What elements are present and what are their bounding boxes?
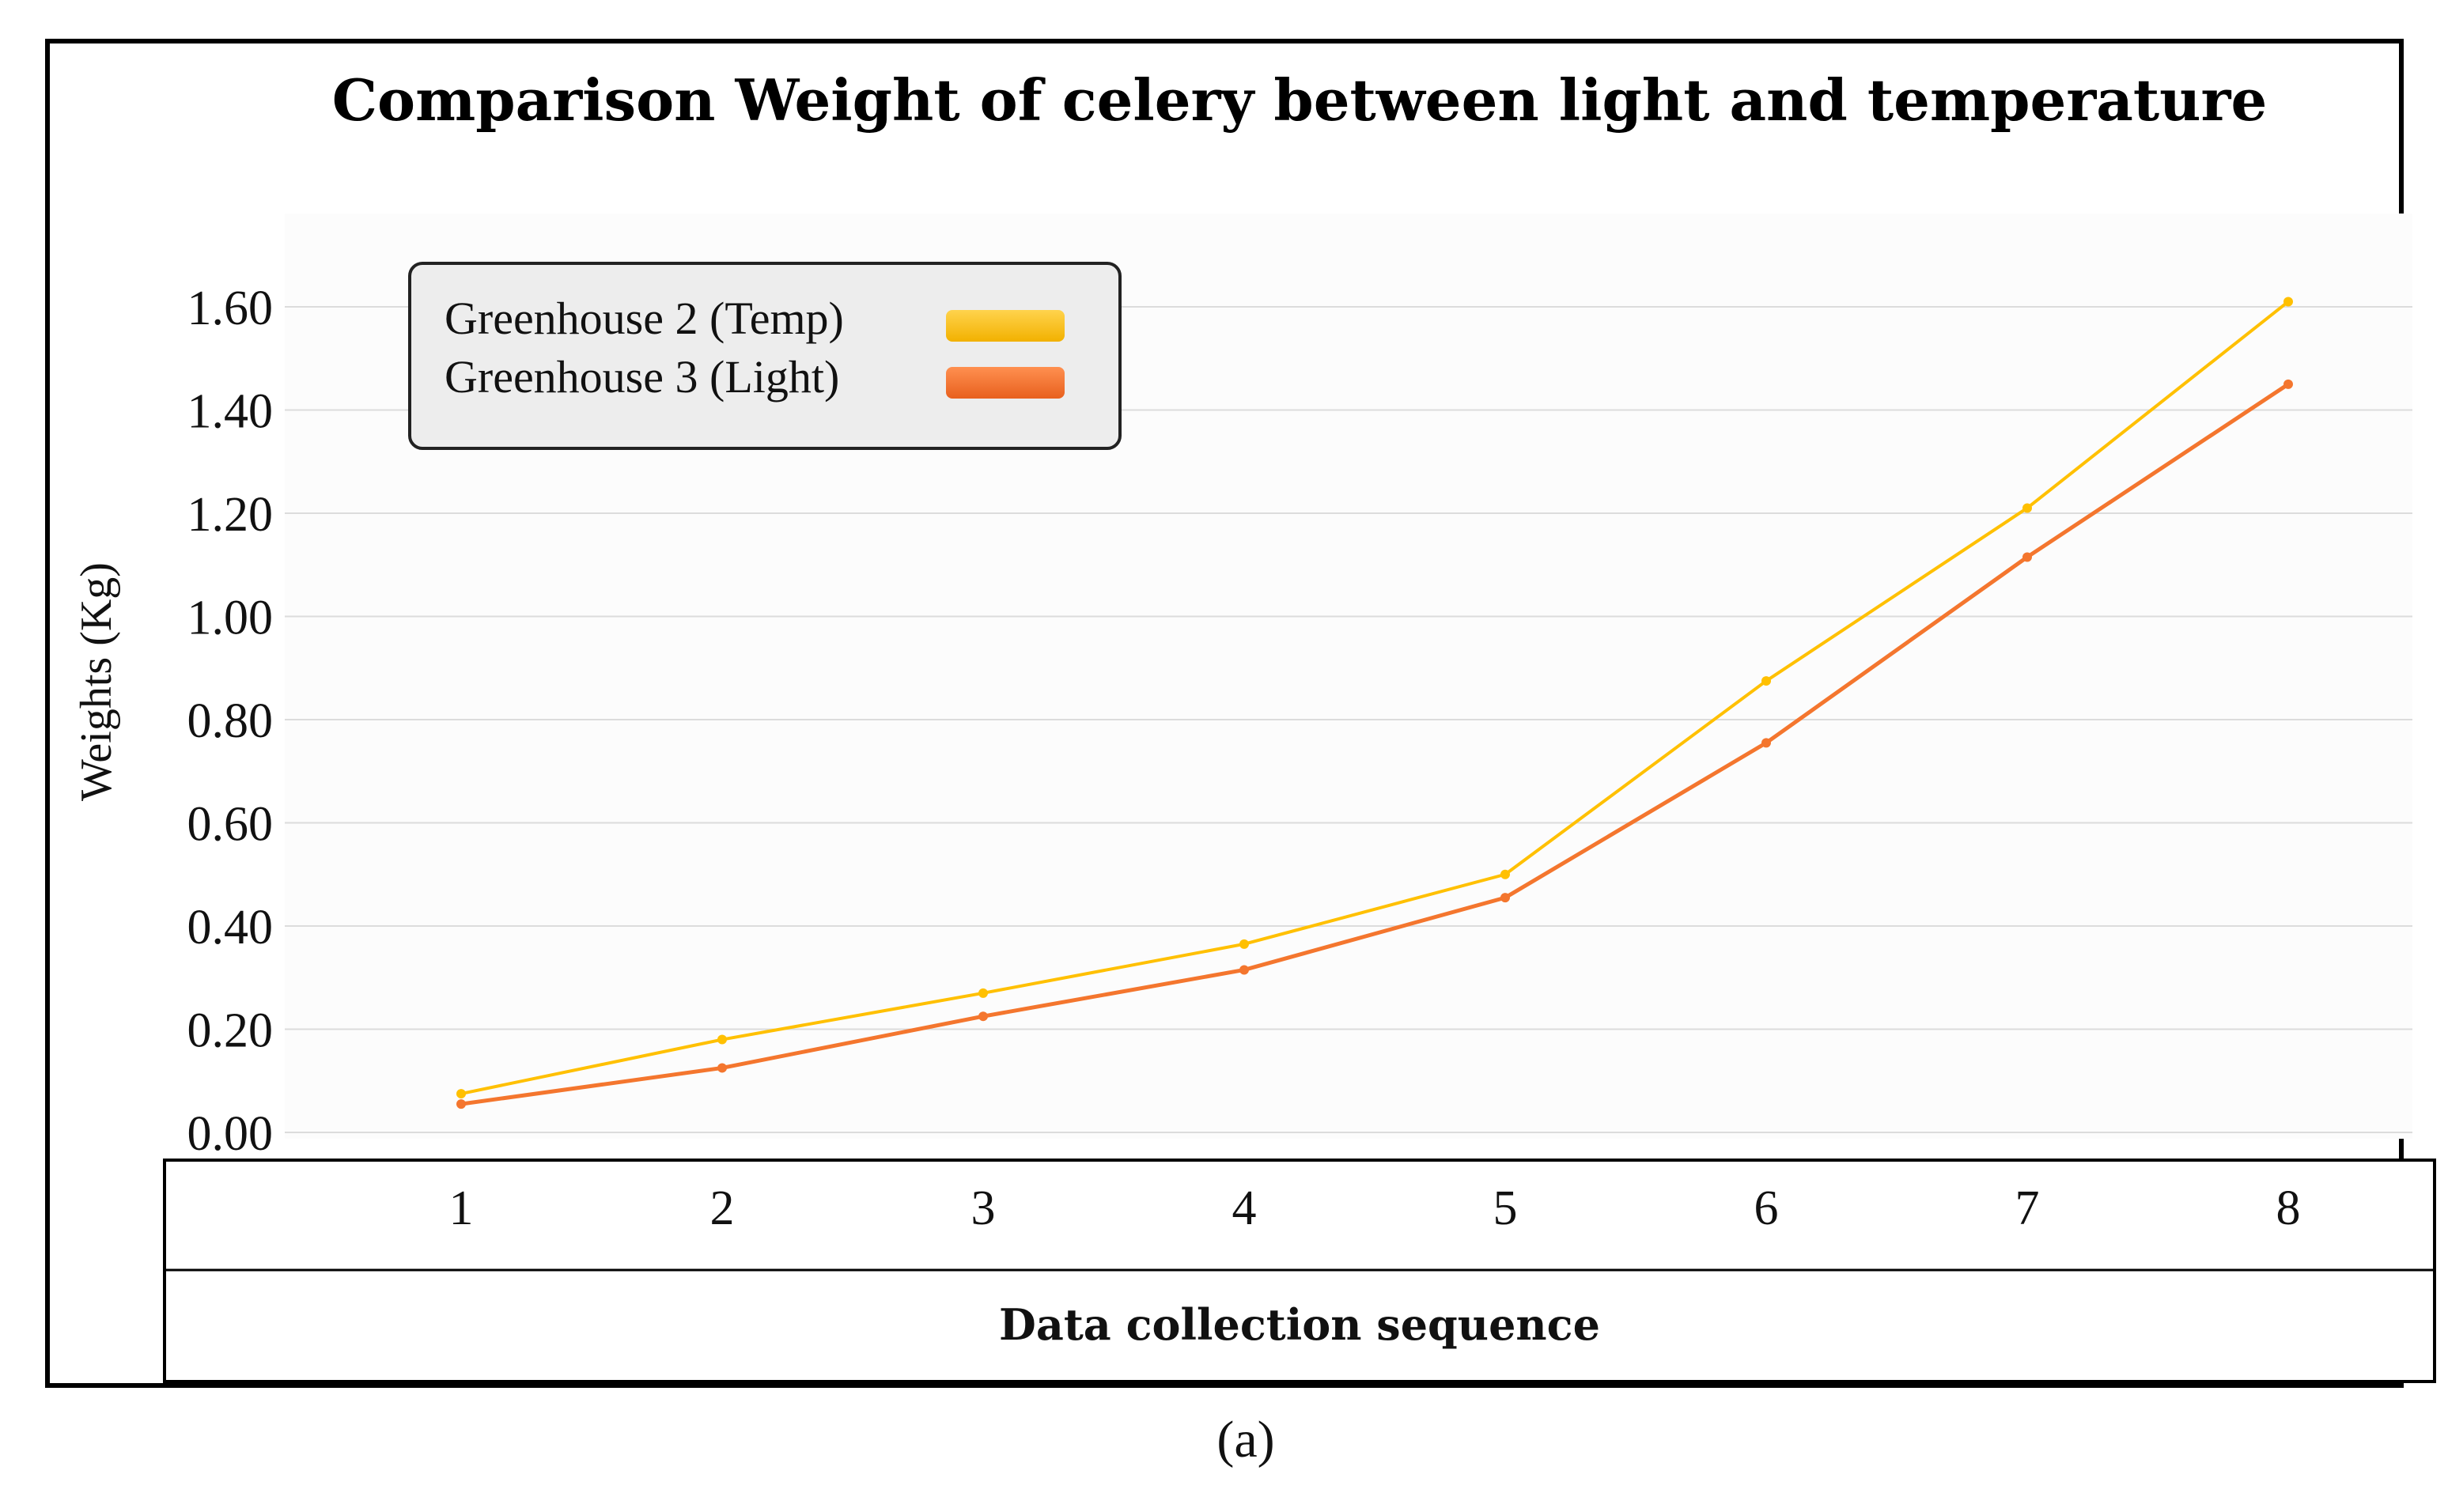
y-tick-label: 1.60 bbox=[187, 282, 274, 335]
series-line-1 bbox=[460, 300, 2290, 1096]
x-tick-label: 6 bbox=[1754, 1181, 1779, 1235]
x-tick-label: 2 bbox=[710, 1181, 735, 1235]
data-point-series-2 bbox=[717, 1063, 727, 1073]
x-tick-label: 3 bbox=[971, 1181, 996, 1235]
x-tick-label: 8 bbox=[2276, 1181, 2301, 1235]
y-tick-label: 1.20 bbox=[187, 488, 274, 542]
data-point-series-2 bbox=[456, 1099, 466, 1109]
data-point-series-2 bbox=[1500, 893, 1510, 903]
gridlines bbox=[285, 306, 2412, 1133]
data-point-series-1 bbox=[978, 988, 988, 998]
series-lines bbox=[456, 297, 2293, 1109]
data-point-series-1 bbox=[1500, 869, 1510, 879]
data-point-series-2 bbox=[1239, 965, 1249, 975]
y-tick-label: 1.00 bbox=[187, 592, 274, 645]
y-tick-label: 0.40 bbox=[187, 901, 274, 954]
x-tick-label: 5 bbox=[1493, 1181, 1518, 1235]
data-point-series-2 bbox=[978, 1011, 988, 1022]
data-point-series-1 bbox=[1761, 676, 1771, 686]
data-point-series-2 bbox=[2283, 379, 2293, 389]
x-axis-ticks: 1 2 3 4 5 6 7 8 bbox=[449, 1181, 2301, 1235]
chart-title: Comparison Weight of celery between ligh… bbox=[332, 66, 2268, 134]
y-tick-label: 0.80 bbox=[187, 694, 274, 748]
legend-label-greenhouse-3: Greenhouse 3 (Light) bbox=[445, 351, 839, 403]
data-point-series-1 bbox=[2022, 503, 2032, 513]
x-tick-label: 4 bbox=[1232, 1181, 1257, 1235]
y-axis-label: Weights (Kg) bbox=[72, 562, 121, 801]
x-tick-label: 1 bbox=[449, 1181, 474, 1235]
data-point-series-2 bbox=[2022, 552, 2032, 562]
y-tick-label: 1.40 bbox=[187, 385, 274, 439]
figure-caption: (a) bbox=[1216, 1411, 1274, 1469]
data-point-series-1 bbox=[1239, 939, 1249, 949]
data-point-series-1 bbox=[456, 1089, 466, 1099]
legend-swatch-greenhouse-2 bbox=[946, 310, 1065, 342]
data-point-series-1 bbox=[2283, 297, 2293, 307]
legend: Greenhouse 2 (Temp) Greenhouse 3 (Light) bbox=[408, 262, 1122, 450]
x-tick-label: 7 bbox=[2015, 1181, 2040, 1235]
x-axis-label: Data collection sequence bbox=[999, 1299, 1600, 1350]
legend-label-greenhouse-2: Greenhouse 2 (Temp) bbox=[445, 293, 844, 344]
y-tick-label: 0.60 bbox=[187, 798, 274, 852]
y-tick-label: 0.20 bbox=[187, 1004, 274, 1058]
y-tick-label: 0.00 bbox=[187, 1107, 274, 1161]
data-point-series-2 bbox=[1761, 738, 1771, 748]
series-line-2 bbox=[460, 382, 2290, 1106]
data-point-series-1 bbox=[717, 1034, 727, 1045]
y-axis-ticks: 0.00 0.20 0.40 0.60 0.80 1.00 1.20 1.40 1.60 bbox=[187, 282, 274, 1161]
legend-box bbox=[408, 262, 1122, 450]
legend-swatch-greenhouse-3 bbox=[946, 367, 1065, 399]
